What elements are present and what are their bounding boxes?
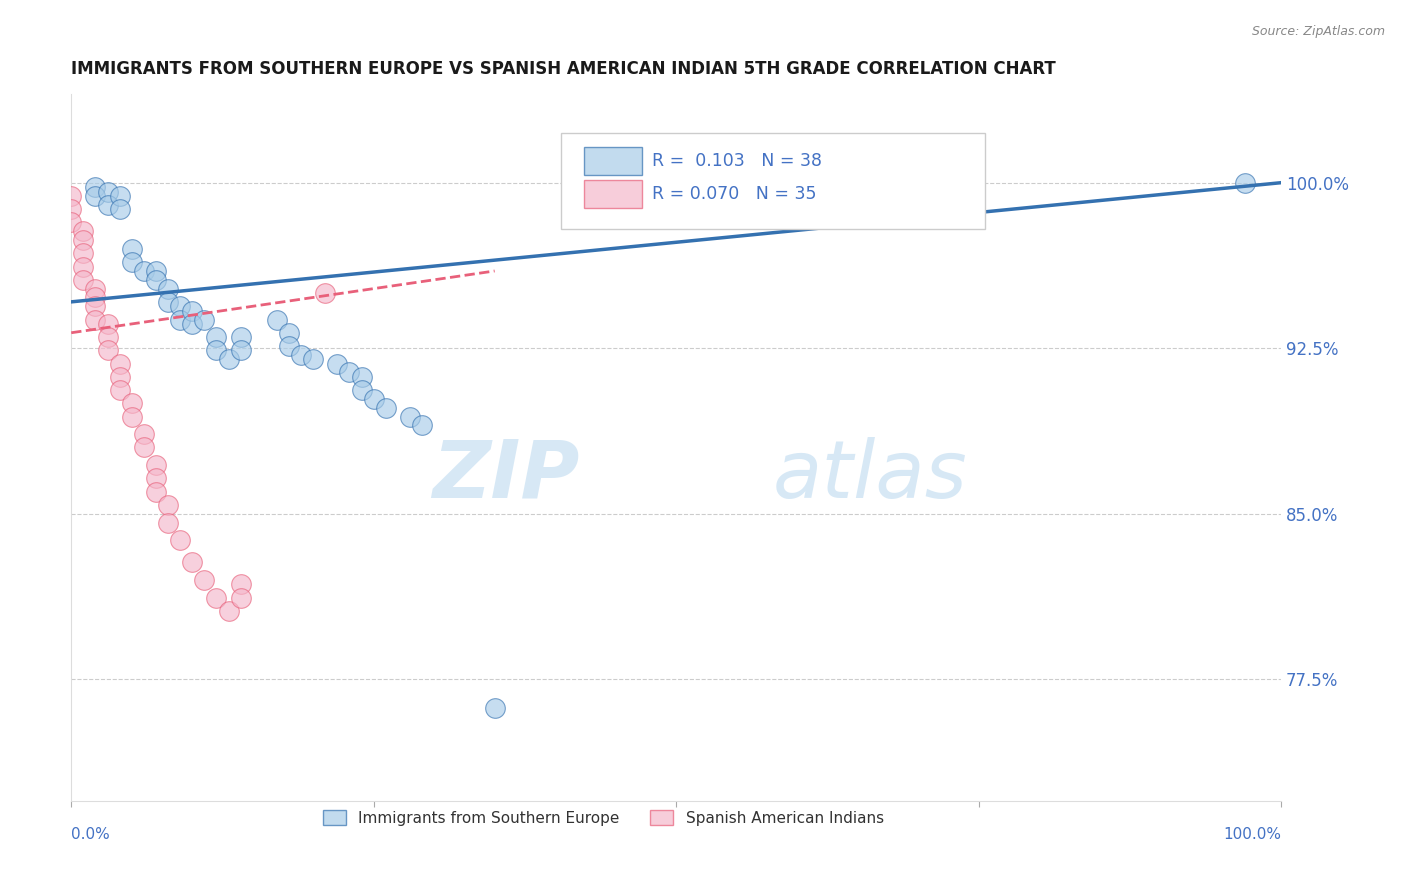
Text: atlas: atlas [773, 437, 967, 515]
Text: 100.0%: 100.0% [1223, 827, 1281, 842]
Point [314, 286, 336, 301]
Text: R =  0.103   N = 38: R = 0.103 N = 38 [652, 152, 823, 169]
Text: R = 0.070   N = 35: R = 0.070 N = 35 [652, 185, 817, 203]
FancyBboxPatch shape [561, 133, 984, 228]
Point [350, 370, 373, 384]
Point [193, 312, 215, 326]
Point [205, 330, 228, 344]
Point [157, 294, 180, 309]
Point [157, 498, 180, 512]
Point [218, 352, 240, 367]
Point [121, 409, 143, 424]
Point [96, 330, 118, 344]
Point [229, 591, 252, 605]
Point [229, 343, 252, 358]
Text: IMMIGRANTS FROM SOUTHERN EUROPE VS SPANISH AMERICAN INDIAN 5TH GRADE CORRELATION: IMMIGRANTS FROM SOUTHERN EUROPE VS SPANI… [72, 60, 1056, 78]
Point [339, 366, 361, 380]
Point [145, 458, 167, 472]
Point [145, 273, 167, 287]
Point [278, 326, 301, 340]
Point [229, 577, 252, 591]
Point [290, 348, 312, 362]
Point [84, 189, 107, 203]
Point [205, 343, 228, 358]
Point [72, 233, 94, 247]
Point [169, 299, 191, 313]
Text: ZIP: ZIP [432, 437, 579, 515]
Point [157, 282, 180, 296]
Point [108, 383, 131, 397]
Legend: Immigrants from Southern Europe, Spanish American Indians: Immigrants from Southern Europe, Spanish… [318, 804, 890, 831]
Point [72, 260, 94, 274]
Point [1233, 176, 1256, 190]
Point [96, 343, 118, 358]
Point [108, 189, 131, 203]
Point [157, 516, 180, 530]
Point [132, 441, 155, 455]
FancyBboxPatch shape [583, 146, 643, 175]
Point [60, 189, 83, 203]
FancyBboxPatch shape [583, 180, 643, 208]
Point [169, 533, 191, 548]
Point [145, 471, 167, 485]
Point [72, 273, 94, 287]
Point [181, 555, 204, 569]
Point [302, 352, 325, 367]
Point [96, 198, 118, 212]
Point [132, 427, 155, 442]
Point [350, 383, 373, 397]
Point [278, 339, 301, 353]
Point [205, 591, 228, 605]
Point [218, 604, 240, 618]
Point [181, 317, 204, 331]
Point [72, 224, 94, 238]
Point [169, 312, 191, 326]
Point [399, 409, 422, 424]
Point [411, 418, 433, 433]
Point [145, 264, 167, 278]
Point [84, 282, 107, 296]
Point [132, 264, 155, 278]
Point [121, 255, 143, 269]
Point [484, 701, 506, 715]
Point [145, 484, 167, 499]
Point [326, 357, 349, 371]
Text: Source: ZipAtlas.com: Source: ZipAtlas.com [1251, 25, 1385, 38]
Point [84, 180, 107, 194]
Point [60, 215, 83, 229]
Point [363, 392, 385, 406]
Point [193, 573, 215, 587]
Point [121, 396, 143, 410]
Point [72, 246, 94, 260]
Point [84, 312, 107, 326]
Point [374, 401, 396, 415]
Point [108, 202, 131, 217]
Point [84, 299, 107, 313]
Point [266, 312, 288, 326]
Point [96, 317, 118, 331]
Point [60, 202, 83, 217]
Point [108, 370, 131, 384]
Point [108, 357, 131, 371]
Point [181, 303, 204, 318]
Point [96, 185, 118, 199]
Point [121, 242, 143, 256]
Point [229, 330, 252, 344]
Text: 0.0%: 0.0% [72, 827, 110, 842]
Point [84, 290, 107, 304]
